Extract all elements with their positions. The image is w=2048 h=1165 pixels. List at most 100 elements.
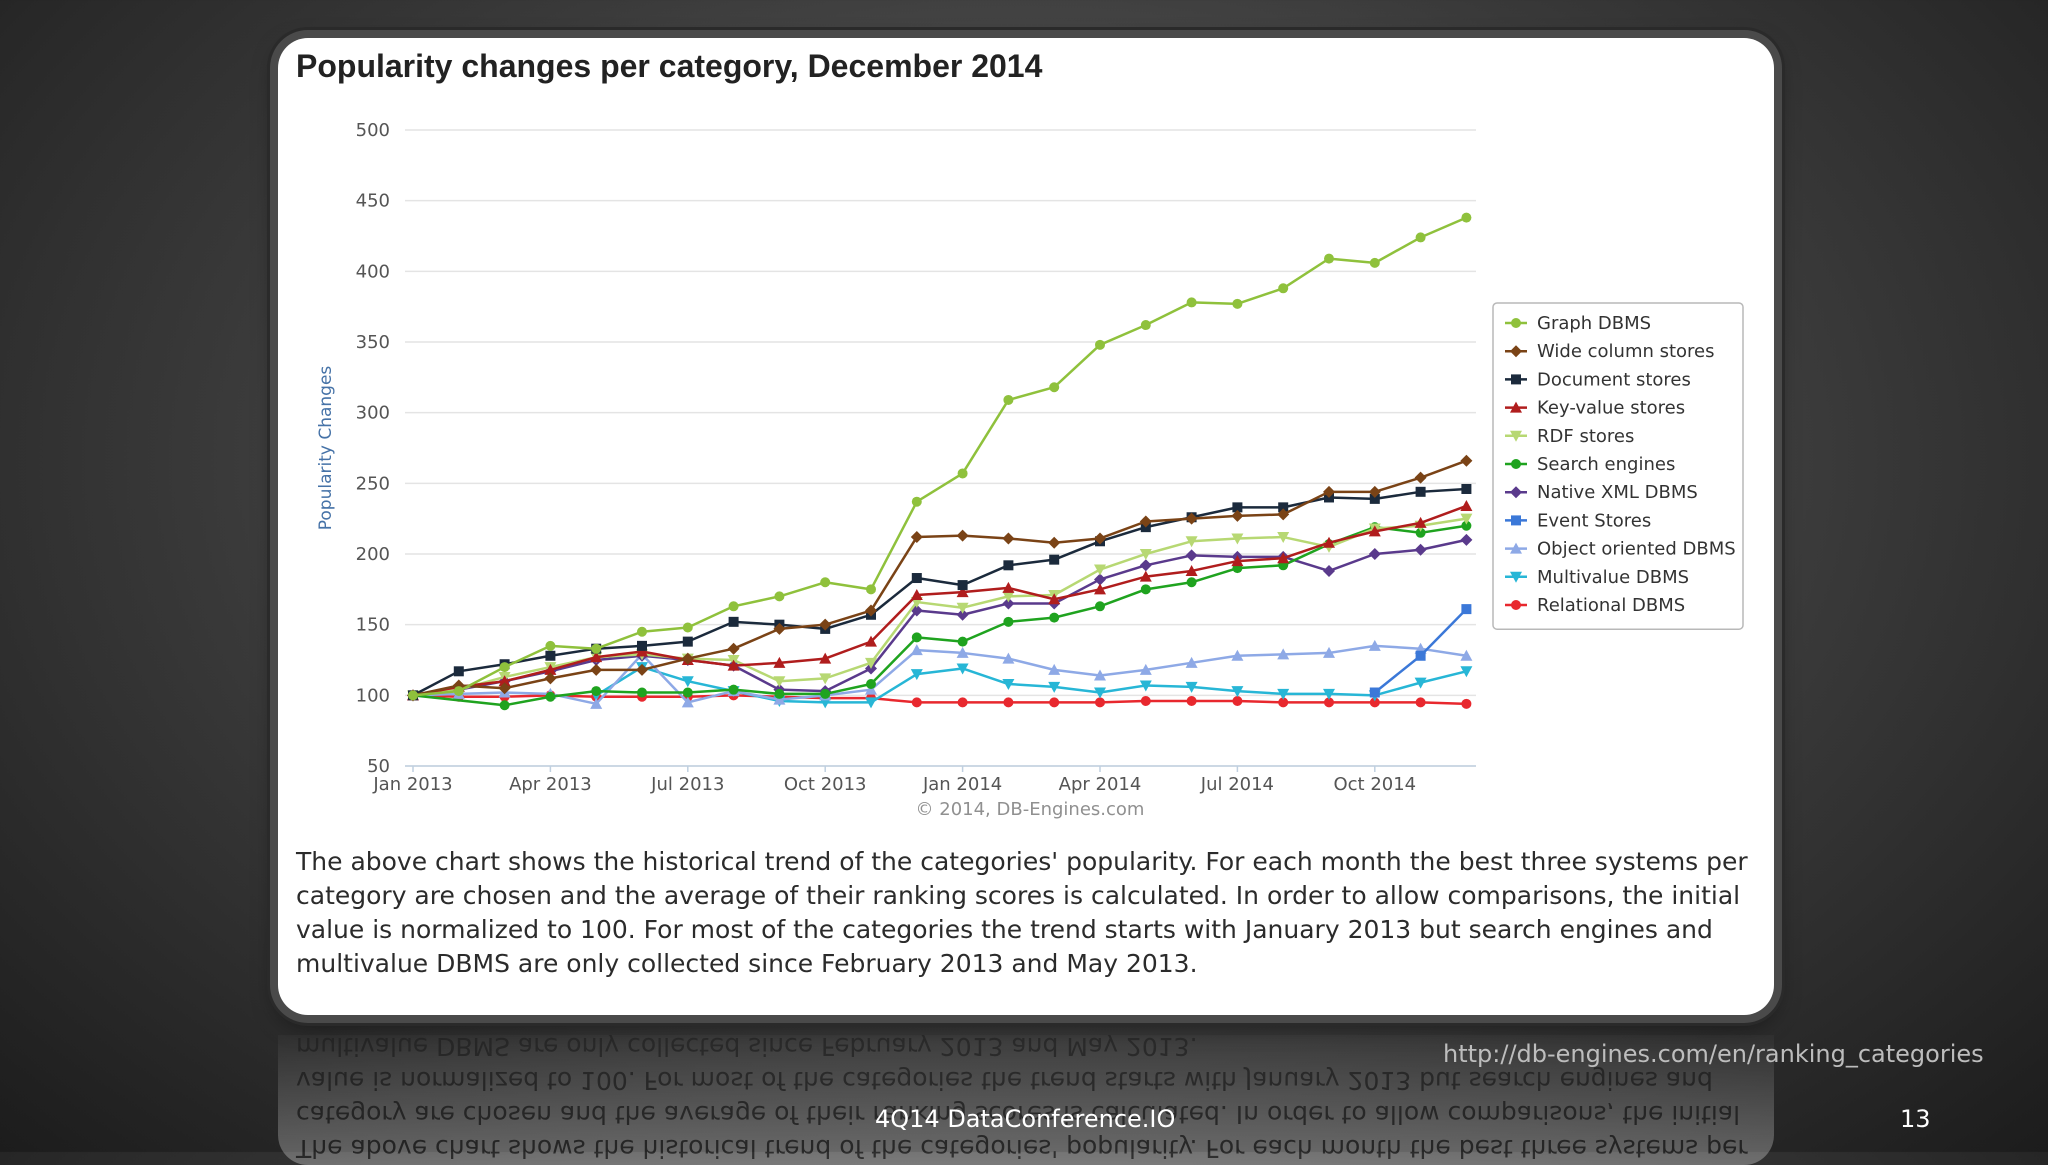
data-point (911, 573, 922, 584)
legend-label: Native XML DBMS (1537, 482, 1698, 503)
data-point (1414, 677, 1427, 689)
legend-item[interactable]: Event Stores (1505, 510, 1651, 531)
series-line (412, 459, 1467, 697)
data-point (910, 644, 923, 656)
data-point (682, 636, 693, 647)
data-point (637, 626, 647, 637)
series-wide-column-stores (407, 454, 1473, 702)
data-point (544, 663, 557, 675)
data-point (1094, 669, 1106, 681)
data-point (682, 622, 693, 633)
source-link[interactable]: http://db-engines.com/en/ranking_categor… (1443, 1040, 1984, 1068)
data-point (1323, 485, 1335, 498)
data-point (1049, 612, 1060, 623)
data-point (773, 622, 786, 635)
series-line (412, 216, 1467, 697)
data-point (1186, 577, 1197, 588)
data-point (957, 468, 968, 479)
data-point (1368, 485, 1381, 498)
data-point (1048, 663, 1061, 675)
data-point (957, 580, 968, 591)
data-point (1510, 430, 1522, 442)
data-point (1139, 515, 1152, 528)
data-point (453, 666, 464, 677)
data-point (1232, 695, 1243, 706)
chart-description: The above chart shows the historical tre… (296, 847, 1748, 978)
data-point (545, 691, 556, 702)
data-point (1461, 698, 1472, 709)
data-point (545, 650, 556, 661)
data-point (1460, 533, 1473, 546)
legend-label: Key-value stores (1537, 398, 1685, 419)
data-point (1186, 297, 1197, 308)
legend-item[interactable]: Native XML DBMS (1505, 482, 1698, 503)
data-point (1369, 493, 1380, 504)
data-point (1278, 283, 1289, 294)
data-point (1323, 688, 1335, 700)
data-point (1510, 571, 1522, 583)
data-point (591, 643, 602, 654)
data-point (1185, 536, 1198, 548)
data-point (637, 687, 647, 698)
y-axis-label: Popularity Changes (316, 366, 336, 531)
data-point (1140, 320, 1151, 331)
data-point (1002, 597, 1015, 610)
data-point (1511, 600, 1521, 610)
legend-item[interactable]: Graph DBMS (1505, 313, 1651, 334)
data-point (1094, 687, 1106, 699)
data-point (1002, 532, 1015, 545)
data-point (774, 688, 785, 699)
data-point (1140, 584, 1151, 595)
legend-item[interactable]: Multivalue DBMS (1505, 567, 1689, 588)
legend-label: Document stores (1537, 369, 1691, 390)
series-key-value-stores (407, 499, 1473, 701)
legend-item[interactable]: Wide column stores (1505, 341, 1715, 362)
data-point (1049, 554, 1060, 565)
data-point (1460, 513, 1473, 525)
data-point (866, 584, 876, 595)
data-point (1461, 604, 1472, 615)
legend-item[interactable]: Search engines (1505, 454, 1675, 475)
data-point (910, 669, 923, 681)
series-line (412, 694, 1467, 706)
y-tick-label: 300 (356, 403, 390, 424)
chart-credit: © 2014, DB-Engines.com (916, 799, 1145, 820)
data-point (773, 693, 786, 705)
data-point (681, 696, 694, 708)
data-point (1369, 257, 1380, 268)
legend-label: RDF stores (1537, 426, 1634, 447)
data-point (1094, 583, 1106, 595)
data-point (1460, 666, 1473, 678)
y-tick-label: 100 (356, 685, 390, 706)
y-tick-label: 250 (356, 473, 390, 494)
data-point (1277, 688, 1290, 700)
footer-title: 4Q14 DataConference.IO (875, 1105, 1176, 1133)
data-point (1510, 401, 1522, 413)
data-point (1369, 697, 1380, 708)
data-point (682, 687, 693, 698)
data-point (956, 586, 969, 598)
data-point (681, 652, 694, 665)
y-tick-label: 450 (356, 191, 390, 212)
x-tick-label: Jul 2013 (650, 774, 724, 795)
legend-label: Graph DBMS (1537, 313, 1651, 334)
data-point (1510, 345, 1522, 358)
data-point (1510, 542, 1522, 554)
data-point (636, 663, 648, 676)
series-line (412, 524, 1467, 707)
data-point (1368, 548, 1381, 560)
data-point (820, 577, 831, 588)
data-point (865, 683, 877, 695)
legend-item[interactable]: Relational DBMS (1505, 595, 1685, 616)
data-point (773, 676, 786, 688)
data-point (1369, 687, 1380, 698)
legend-item[interactable]: Key-value stores (1505, 398, 1685, 419)
legend-item[interactable]: Document stores (1505, 369, 1691, 390)
data-point (728, 684, 739, 695)
data-point (865, 635, 877, 647)
legend-item[interactable]: RDF stores (1505, 426, 1634, 447)
legend-label: Event Stores (1537, 510, 1651, 531)
data-point (1511, 318, 1521, 328)
legend-item[interactable]: Object oriented DBMS (1505, 539, 1736, 560)
data-point (1511, 515, 1521, 526)
